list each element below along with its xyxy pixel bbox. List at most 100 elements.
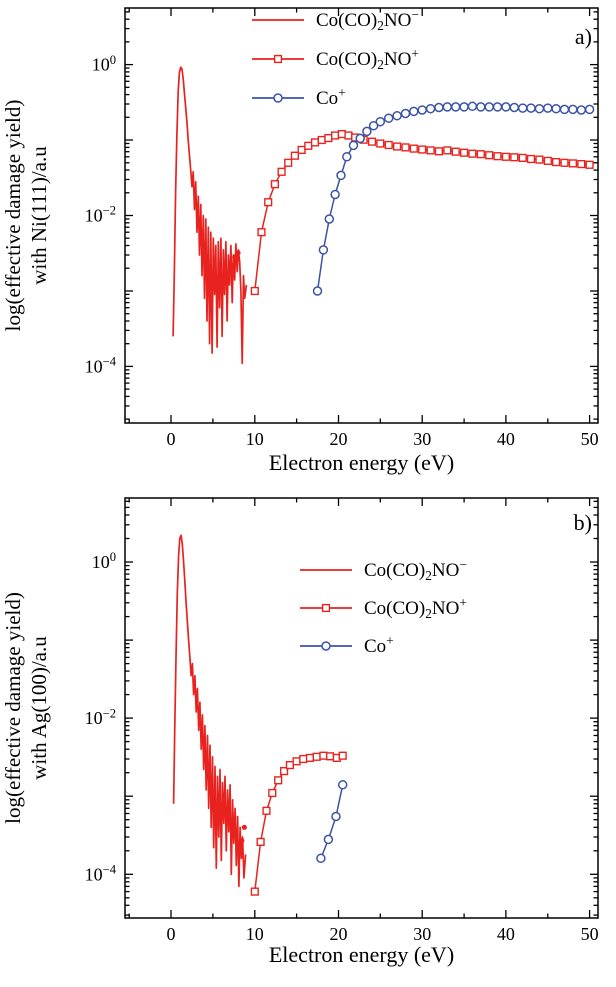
legend-label: Co(CO)2NO+ bbox=[316, 46, 419, 72]
series-co-cation-marker bbox=[576, 105, 587, 115]
series-cocO2no-cation-marker bbox=[305, 753, 315, 763]
series-cocO2no-cation-marker bbox=[310, 138, 320, 147]
series-cocO2no-cation-marker bbox=[280, 767, 289, 776]
y-axis-label: log(effective damage yield) bbox=[1, 592, 25, 824]
panel-label: a) bbox=[575, 24, 592, 49]
series-cocO2no-cation-marker bbox=[367, 137, 377, 146]
y-tick-label: 10−2 bbox=[85, 706, 116, 728]
series-co-cation-marker bbox=[584, 104, 595, 115]
series-co-cation-marker bbox=[409, 106, 419, 117]
series-cocO2no-cation-marker bbox=[577, 159, 586, 169]
chart-a: 0 10 20 30 40 50 100 10−2 10−4 Co(CO)2NO− Co(CO)2N… bbox=[1, 7, 599, 475]
y-axis-label: with Ag(100)/a.u bbox=[27, 636, 51, 780]
series-cocO2no-cation-marker bbox=[270, 180, 280, 189]
legend-marker-circle bbox=[321, 641, 331, 651]
legend-label: Co(CO)2NO− bbox=[364, 557, 467, 583]
series-cocO2no-cation-marker bbox=[337, 129, 346, 139]
y-axis-label: log(effective damage yield) bbox=[1, 100, 25, 332]
legend-marker-square bbox=[321, 603, 331, 613]
series-co-cation-marker bbox=[400, 108, 411, 119]
series-co-cation-marker bbox=[368, 120, 379, 131]
y-tick-label: 100 bbox=[92, 53, 116, 75]
series-co-cation-marker bbox=[534, 103, 545, 114]
series-cocO2no-cation-marker bbox=[443, 146, 452, 155]
series-cocO2no-cation-marker bbox=[376, 139, 385, 148]
series-cocO2no-cation-marker bbox=[292, 757, 301, 766]
series-cocO2no-cation-marker bbox=[401, 143, 410, 152]
series-co-cation-marker bbox=[459, 102, 469, 112]
series-isolated-points-marker bbox=[236, 849, 242, 856]
series-co-cation-marker bbox=[450, 102, 461, 112]
series-cocO2no-cation-marker bbox=[317, 135, 326, 145]
x-tick-label: 10 bbox=[246, 429, 264, 449]
x-axis-label: Electron energy (eV) bbox=[269, 450, 454, 475]
series-cocO2no-cation-marker bbox=[493, 152, 502, 161]
series-cocO2no-cation-marker bbox=[434, 147, 444, 156]
series-cocO2no-cation-marker bbox=[326, 752, 335, 761]
series-cocO2no-cation-marker bbox=[268, 788, 277, 798]
series-co-cation-marker bbox=[330, 189, 340, 200]
series-co-cation-marker bbox=[476, 102, 486, 112]
y-axis-label: with Ni(111)/a.u bbox=[27, 146, 51, 285]
series-cocO2no-cation-marker bbox=[277, 167, 286, 176]
panel-b: 0 10 20 30 40 50 100 10−2 10−4 Co(CO)2NO− Co(CO)2N… bbox=[0, 490, 616, 987]
legend-label: Co+ bbox=[364, 633, 394, 657]
series-cocO2no-cation-marker bbox=[568, 159, 578, 168]
series-cocO2no-cation-marker bbox=[460, 148, 469, 157]
panel-a: 0 10 20 30 40 50 100 10−2 10−4 Co(CO)2NO− Co(CO)2N… bbox=[0, 0, 616, 490]
x-axis-label: Electron energy (eV) bbox=[269, 942, 454, 967]
series-cocO2no-cation-marker bbox=[256, 837, 265, 847]
series-cocO2no-cation-marker bbox=[257, 228, 266, 237]
series-cocO2no-cation-marker bbox=[552, 157, 561, 167]
series-cocO2no-cation-marker bbox=[384, 140, 393, 150]
series-cocO2no-cation-marker bbox=[518, 153, 527, 163]
series-cocO2no-cation-marker bbox=[324, 133, 333, 143]
series-cocO2no-cation-marker bbox=[299, 754, 308, 764]
series-co-cation-marker bbox=[383, 113, 394, 123]
series-cocO2no-cation-line bbox=[254, 754, 343, 892]
series-co-cation-marker bbox=[559, 104, 570, 115]
series-cocO2no-cation-marker bbox=[285, 761, 295, 770]
y-tick-label: 10−4 bbox=[85, 355, 117, 377]
series-co-cation-marker bbox=[312, 286, 323, 296]
legend-marker-circle bbox=[273, 93, 283, 103]
chart-b: 0 10 20 30 40 50 100 10−2 10−4 Co(CO)2NO− Co(CO)2N… bbox=[1, 497, 599, 967]
series-cocO2no-cation-marker bbox=[510, 153, 519, 162]
x-tick-label: 40 bbox=[497, 924, 515, 944]
series-co-cation-marker bbox=[342, 152, 352, 162]
series-cocO2no-anion-line bbox=[172, 66, 248, 365]
series-cocO2no-cation-marker bbox=[290, 151, 300, 160]
series-co-cation-marker bbox=[331, 811, 341, 822]
series-cocO2no-cation-marker bbox=[274, 776, 283, 785]
series-co-cation-marker bbox=[492, 102, 503, 112]
series-cocO2no-cation-marker bbox=[344, 131, 353, 140]
series-co-cation-marker bbox=[442, 102, 453, 112]
series-isolated-points-marker bbox=[239, 838, 245, 844]
legend-label: Co(CO)2NO+ bbox=[364, 595, 467, 621]
series-cocO2no-cation-marker bbox=[393, 142, 402, 151]
series-cocO2no-cation-marker bbox=[426, 146, 435, 155]
series-isolated-points-marker bbox=[232, 254, 238, 260]
series-cocO2no-cation-marker bbox=[485, 151, 494, 160]
series-cocO2no-cation-marker bbox=[250, 887, 259, 896]
series-cocO2no-cation-marker bbox=[476, 150, 485, 159]
series-cocO2no-cation-marker bbox=[585, 160, 594, 169]
x-tick-label: 0 bbox=[167, 924, 176, 944]
series-co-cation-marker bbox=[526, 103, 536, 113]
series-cocO2no-cation-marker bbox=[409, 144, 418, 153]
series-cocO2no-cation-marker bbox=[418, 145, 427, 154]
x-tick-label: 30 bbox=[413, 429, 431, 449]
series-co-cation-marker bbox=[392, 110, 402, 121]
y-tick-label: 10−2 bbox=[85, 204, 116, 226]
x-tick-label: 20 bbox=[330, 924, 348, 944]
x-tick-label: 40 bbox=[497, 429, 515, 449]
series-cocO2no-cation-marker bbox=[331, 131, 340, 140]
series-isolated-points-marker bbox=[235, 250, 241, 256]
panel-label: b) bbox=[574, 510, 592, 535]
series-co-cation-marker bbox=[318, 245, 329, 255]
x-tick-label: 50 bbox=[581, 429, 599, 449]
series-cocO2no-cation-marker bbox=[468, 149, 477, 158]
series-cocO2no-cation-marker bbox=[250, 286, 259, 296]
series-cocO2no-cation-marker bbox=[560, 158, 569, 167]
